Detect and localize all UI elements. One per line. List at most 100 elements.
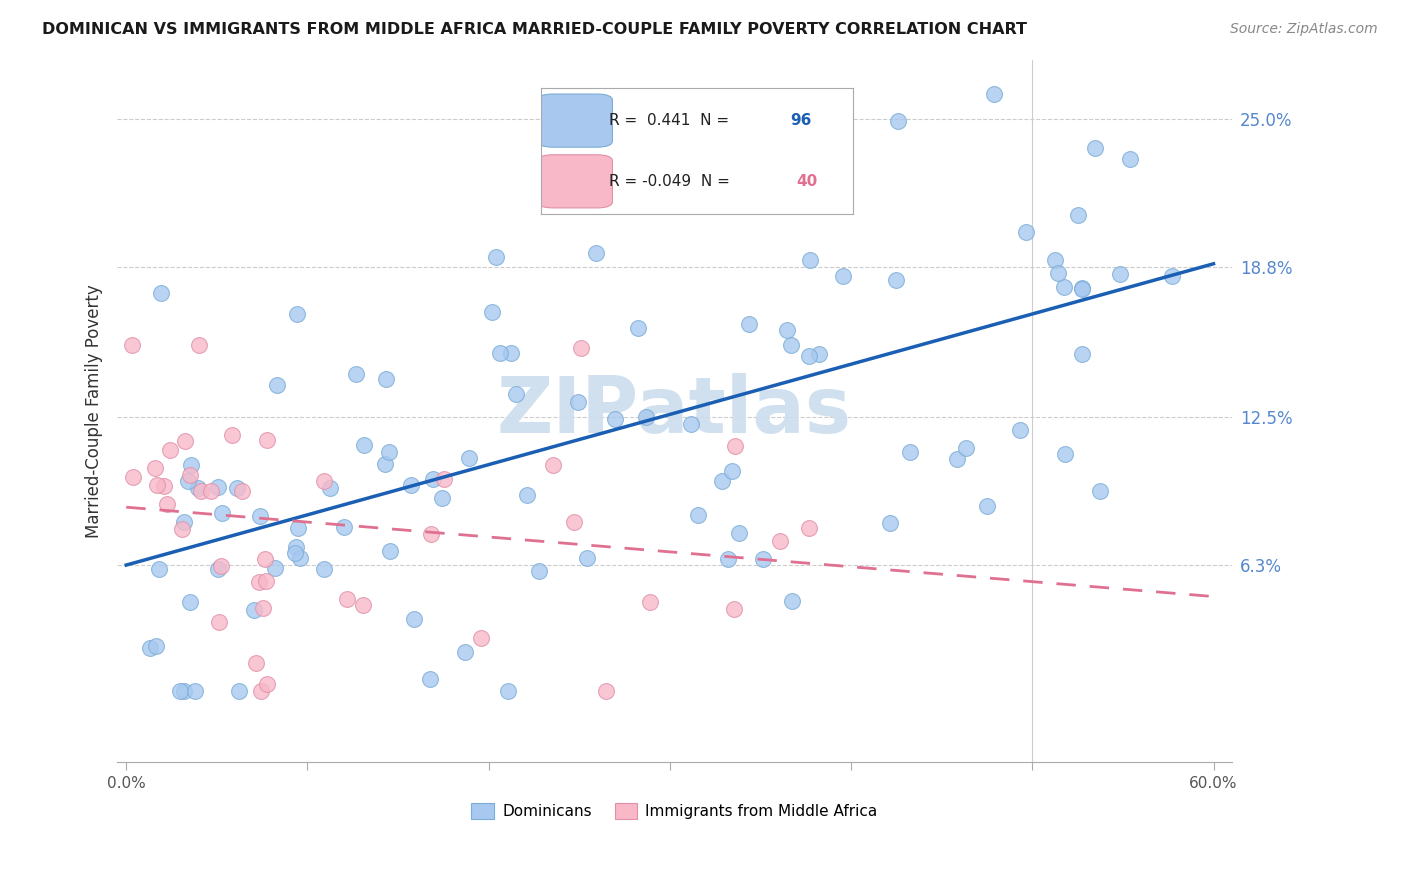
Y-axis label: Married-Couple Family Poverty: Married-Couple Family Poverty [86,285,103,538]
Point [458,450,481,465]
Point [516,488,538,502]
Point [585,246,607,260]
Point [679,417,702,431]
Point [721,464,744,478]
Point [832,268,855,283]
Point [567,394,589,409]
Point [595,684,617,698]
Point [378,445,401,459]
Point [884,273,907,287]
Point [190,483,212,498]
Point [208,615,231,630]
Point [1015,225,1038,239]
Point [250,684,273,698]
Point [1090,483,1112,498]
Point [173,684,195,698]
Point [1109,268,1132,282]
Point [149,285,172,300]
Point [207,562,229,576]
Point [146,478,169,492]
Point [121,338,143,352]
Point [179,467,201,482]
Point [211,506,233,520]
Point [245,656,267,670]
Point [711,474,734,488]
Point [541,458,564,472]
Point [419,673,441,687]
Point [879,516,901,531]
Point [200,483,222,498]
Point [143,460,166,475]
Point [1010,423,1032,437]
Point [727,525,749,540]
Point [1066,208,1088,222]
Point [499,346,522,360]
Point [634,410,657,425]
Point [887,113,910,128]
Point [432,491,454,506]
Point [627,321,650,335]
Point [172,523,194,537]
Point [243,603,266,617]
Text: DOMINICAN VS IMMIGRANTS FROM MIDDLE AFRICA MARRIED-COUPLE FAMILY POVERTY CORRELA: DOMINICAN VS IMMIGRANTS FROM MIDDLE AFRI… [42,22,1028,37]
Point [285,307,308,321]
Point [489,346,512,360]
Point [138,641,160,656]
Point [312,562,335,576]
Point [344,367,367,381]
Point [254,574,277,588]
Text: Source: ZipAtlas.com: Source: ZipAtlas.com [1230,22,1378,37]
Point [380,544,402,558]
Point [249,508,271,523]
Point [1053,280,1076,294]
Point [898,444,921,458]
Text: ZIPatlas: ZIPatlas [496,373,852,449]
Point [780,594,803,608]
Point [780,338,803,352]
Point [156,497,179,511]
Point [1119,152,1142,166]
Point [1043,252,1066,267]
Point [288,551,311,566]
Point [176,474,198,488]
Point [422,472,444,486]
Legend: Dominicans, Immigrants from Middle Africa: Dominicans, Immigrants from Middle Afric… [465,797,883,825]
Point [266,378,288,392]
Point [187,481,209,495]
Point [808,347,831,361]
Point [527,564,550,578]
Point [122,470,145,484]
Point [752,552,775,566]
Point [485,250,508,264]
Point [432,472,454,486]
Point [188,338,211,352]
Point [1071,282,1094,296]
Point [575,551,598,566]
Point [263,561,285,575]
Point [353,438,375,452]
Point [717,551,740,566]
Point [799,521,821,535]
Point [638,595,661,609]
Point [505,386,527,401]
Point [776,322,799,336]
Point [207,480,229,494]
Point [174,434,197,449]
Point [668,123,690,137]
Point [153,479,176,493]
Point [332,520,354,534]
Point [983,87,1005,101]
Point [603,412,626,426]
Point [399,478,422,492]
Point [287,521,309,535]
Point [688,508,710,523]
Point [352,599,374,613]
Point [145,639,167,653]
Point [284,546,307,560]
Point [976,499,998,513]
Point [228,684,250,698]
Point [221,427,243,442]
Point [256,433,278,447]
Point [955,441,977,455]
Point [374,372,396,386]
